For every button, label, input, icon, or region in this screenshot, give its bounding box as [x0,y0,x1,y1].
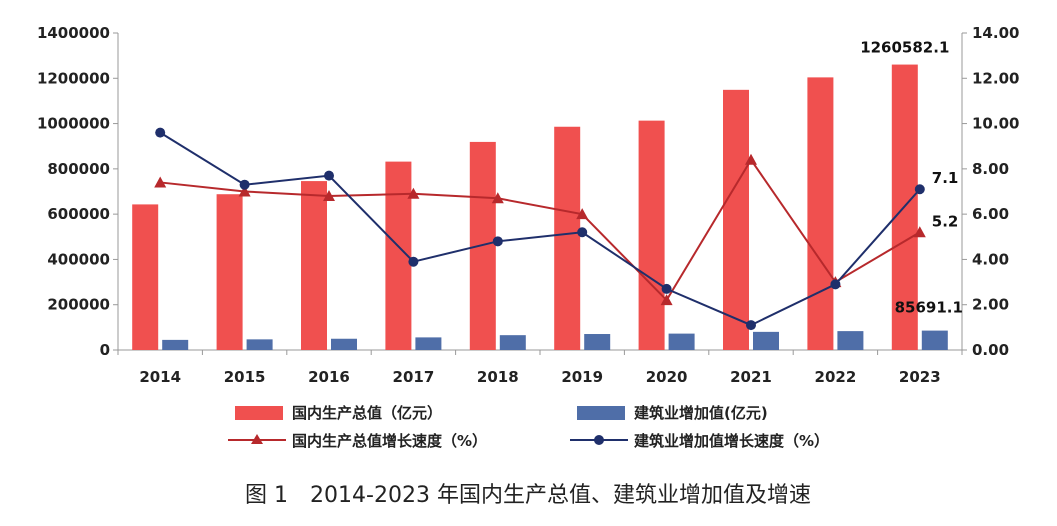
marker-construction-growth [239,179,250,190]
left-axis-tick-label: 1200000 [37,69,110,87]
marker-construction-growth [577,227,588,238]
marker-gdp-growth [913,226,926,238]
annotation-construction-growth-2023: 7.1 [932,169,959,187]
marker-gdp-growth [154,176,167,188]
right-axis-tick-label: 0.00 [972,341,1009,359]
legend-marker-construction-growth [594,435,604,445]
bar-gdp [216,194,243,350]
marker-gdp-growth [660,294,673,306]
left-axis-tick-label: 400000 [47,250,110,268]
marker-construction-growth [914,184,925,195]
marker-gdp-growth [407,187,420,199]
bar-construction [162,339,189,350]
legend-label-gdp: 国内生产总值（亿元） [292,404,442,422]
bar-gdp [132,204,159,350]
annotation-gdp-growth-2023: 5.2 [932,212,959,230]
legend-marker-gdp-growth [251,434,263,444]
left-axis-tick-label: 1000000 [37,115,110,133]
axes-group: 0 200000 400000 600000 800000 1000000 1200000 1… [37,24,1020,386]
left-axis-tick-label: 0 [100,341,110,359]
right-axis-tick-label: 14.00 [972,24,1019,42]
right-axis-tick-label: 10.00 [972,115,1019,133]
bar-gdp [301,181,327,350]
bars-group [132,64,948,351]
figure-caption: 图 1 2014-2023 年国内生产总值、建筑业增加值及增速 [245,483,811,508]
line-construction-growth [159,131,921,327]
right-axis-tick-label: 2.00 [972,296,1009,314]
marker-construction-growth [155,127,166,138]
left-axis-tick-label: 200000 [47,296,110,314]
x-axis-tick-label: 2019 [561,368,603,386]
bar-construction [331,338,357,350]
marker-gdp-growth [323,190,335,202]
marker-gdp-growth [491,192,504,204]
marker-gdp-growth [576,208,589,220]
annotation-gdp-2023: 1260582.1 [860,39,949,57]
lines-group [154,127,926,331]
bar-construction [499,335,526,350]
annotations-group: 1260582.1 85691.1 7.1 5.2 [860,39,963,317]
legend: 国内生产总值（亿元） 建筑业增加值(亿元) 国内生产总值增长速度（%） 建筑业增… [228,404,829,450]
marker-construction-growth [661,283,672,294]
x-axis-tick-label: 2016 [308,368,350,386]
bar-construction [584,334,611,350]
x-axis-tick-label: 2020 [646,368,688,386]
bar-construction [668,333,695,350]
x-axis-tick-label: 2017 [393,368,435,386]
marker-gdp-growth [238,185,251,197]
x-axis-tick-label: 2018 [477,368,519,386]
legend-label-gdp-growth: 国内生产总值增长速度（%） [292,432,487,450]
bar-construction [415,337,442,350]
bar-construction [246,339,273,350]
legend-label-construction: 建筑业增加值(亿元) [634,404,768,422]
legend-swatch-gdp [235,406,283,420]
bar-gdp [638,120,665,350]
x-axis-tick-label: 2014 [139,368,181,386]
bar-construction [837,331,864,350]
bar-construction [921,330,948,350]
right-axis-tick-label: 6.00 [972,205,1009,223]
marker-construction-growth [492,236,503,247]
x-axis-tick-label: 2021 [730,368,772,386]
right-axis-tick-label: 12.00 [972,69,1019,87]
left-axis-tick-label: 600000 [47,205,110,223]
x-axis-tick-label: 2022 [815,368,857,386]
legend-label-construction-growth: 建筑业增加值增长速度（%） [634,432,829,450]
line-gdp-growth [160,157,921,302]
right-axis-tick-label: 4.00 [972,250,1009,268]
bar-construction [753,331,779,350]
legend-swatch-construction [577,406,625,420]
marker-construction-growth [408,256,419,267]
x-axis-tick-label: 2023 [899,368,941,386]
x-axis-tick-label: 2015 [224,368,266,386]
marker-gdp-growth [745,153,757,165]
marker-construction-growth [830,279,841,290]
bar-gdp [554,126,581,351]
marker-construction-growth [746,320,756,331]
left-axis-tick-label: 800000 [47,160,110,178]
right-axis-tick-label: 8.00 [972,160,1009,178]
bar-gdp [723,89,749,351]
annotation-construction-2023: 85691.1 [895,299,963,317]
marker-construction-growth [324,170,334,181]
bar-gdp [807,77,834,350]
left-axis-tick-label: 1400000 [37,24,110,42]
